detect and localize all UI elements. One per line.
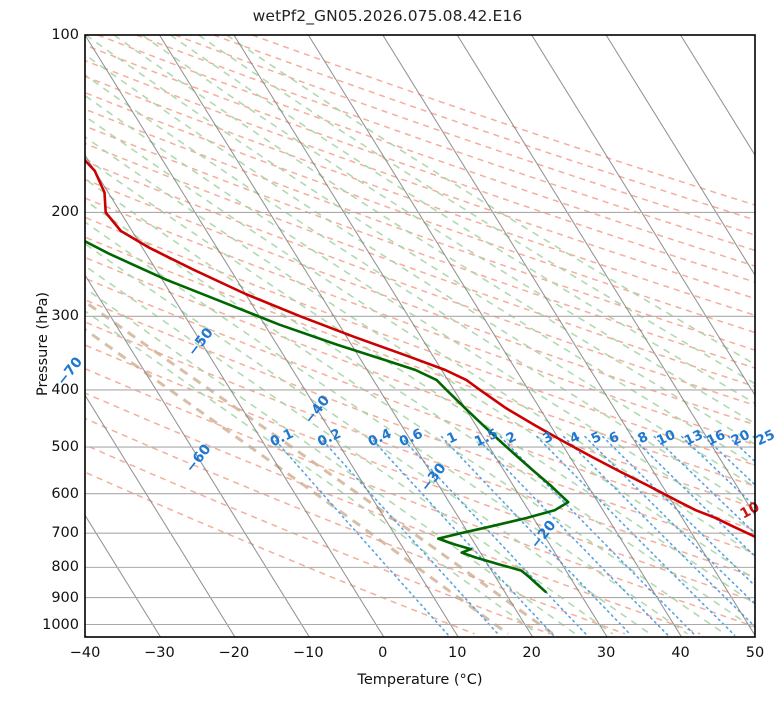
- mixing-ratio-label-13: 13: [682, 427, 706, 449]
- x-tick--40: −40: [69, 645, 101, 661]
- x-axis-title: Temperature (°C): [357, 672, 483, 688]
- isotherm-label--50: −50: [185, 325, 217, 360]
- sounding-profiles: [85, 158, 755, 594]
- moist-adiabat-lines: [85, 35, 755, 636]
- mixing-ratio-label-3: 3: [540, 429, 555, 447]
- x-tick-20: 20: [522, 645, 541, 661]
- y-tick-100: 100: [51, 27, 79, 43]
- plot-frame: [84, 34, 756, 638]
- x-tick-30: 30: [596, 645, 616, 661]
- mixing-ratio-label-5: 5: [589, 429, 604, 447]
- x-tick-50: 50: [745, 645, 765, 661]
- chart-title: wetPf2_GN05.2026.075.08.42.E16: [252, 7, 523, 25]
- isobar-gridlines: [85, 35, 755, 626]
- y-tick-1000: 1000: [42, 616, 79, 633]
- mixing-ratio-label-1.5: 1.5: [472, 426, 500, 451]
- isotherm-lines: [85, 35, 755, 637]
- y-tick-600: 600: [51, 485, 79, 502]
- mixing-ratio-label-0.4: 0.4: [366, 426, 394, 451]
- x-axis-tick-labels: −40 −30 −20 −10 0 10 20 30 40 50: [0, 645, 775, 669]
- x-tick--20: −20: [218, 645, 250, 661]
- x-tick--10: −10: [293, 645, 324, 661]
- mixing-ratio-label-1: 1: [445, 429, 460, 447]
- x-tick-40: 40: [671, 645, 690, 661]
- isotherm-label--30: −30: [418, 460, 450, 495]
- y-tick-700: 700: [51, 525, 79, 542]
- plot-inline-labels: −100−90−80−70−60−50−40−30−20102030400.10…: [54, 325, 775, 552]
- mixing-ratio-label-0.6: 0.6: [397, 426, 425, 451]
- x-tick-0: 0: [378, 645, 388, 661]
- y-tick-200: 200: [51, 204, 79, 221]
- y-tick-800: 800: [51, 559, 79, 576]
- mixing-ratio-label-6: 6: [607, 429, 622, 447]
- dry-adiabat-lines: [85, 35, 755, 635]
- x-tick-10: 10: [447, 645, 467, 661]
- mixing-ratio-label-20: 20: [729, 427, 753, 449]
- isotherm-label--20: −20: [528, 517, 560, 552]
- mixing-ratio-label-2: 2: [504, 429, 519, 447]
- mixing-ratio-label-0.1: 0.1: [268, 426, 296, 451]
- mixing-ratio-label-4: 4: [567, 429, 582, 447]
- mixing-ratio-label-16: 16: [704, 427, 728, 449]
- y-axis-tick-labels: 100 200 300 400 500 600 700 800 900 1000: [0, 0, 79, 708]
- mixing-ratio-lines: [271, 435, 755, 636]
- x-tick--30: −30: [144, 645, 175, 661]
- y-tick-400: 400: [51, 381, 79, 398]
- y-axis-title-host: Pressure (hPa): [0, 0, 51, 396]
- mixing-ratio-label-25: 25: [754, 427, 775, 449]
- plot-background: [85, 35, 755, 637]
- y-tick-500: 500: [51, 439, 79, 456]
- isotherm-label--60: −60: [183, 441, 215, 476]
- y-axis-title: Pressure (hPa): [35, 292, 51, 397]
- isotherm-label--40: −40: [301, 393, 333, 428]
- mixing-ratio-label-10: 10: [654, 427, 678, 449]
- y-tick-300: 300: [51, 308, 79, 325]
- warm-label-10: 10: [738, 499, 763, 522]
- mixing-ratio-label-8: 8: [635, 429, 650, 447]
- mixing-ratio-label-0.2: 0.2: [315, 426, 343, 451]
- y-tick-900: 900: [51, 589, 79, 606]
